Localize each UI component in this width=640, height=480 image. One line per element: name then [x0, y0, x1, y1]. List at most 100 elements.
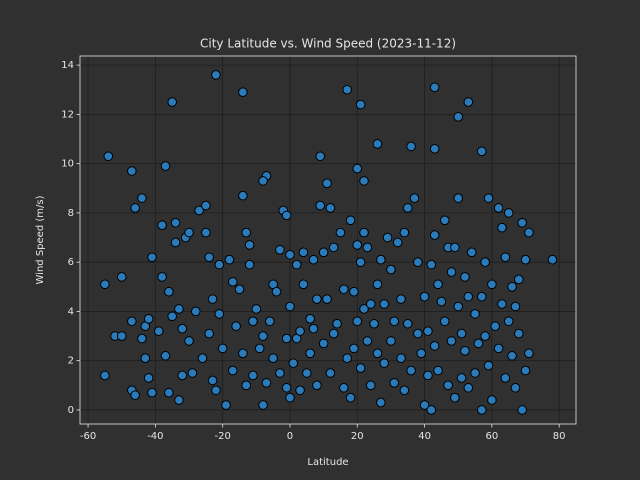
point	[116, 331, 127, 341]
y-tick-label: 2	[68, 356, 74, 367]
point	[439, 215, 450, 226]
point	[201, 227, 211, 238]
point	[409, 193, 420, 203]
point	[376, 397, 386, 408]
point	[244, 259, 255, 270]
point	[476, 405, 487, 415]
x-axis-label: Latitude	[307, 457, 348, 468]
x-tick-label: 20	[351, 431, 364, 442]
point	[453, 112, 464, 122]
point	[312, 380, 322, 391]
point	[503, 316, 514, 327]
point	[160, 350, 171, 361]
point	[547, 254, 558, 265]
point	[426, 259, 437, 270]
point	[426, 405, 437, 415]
point	[204, 252, 215, 263]
point	[453, 301, 464, 312]
point	[483, 193, 494, 203]
point	[174, 304, 184, 314]
point	[258, 331, 268, 341]
point	[402, 203, 413, 213]
point	[174, 395, 184, 405]
point	[275, 368, 285, 378]
point	[164, 286, 174, 297]
point	[446, 336, 457, 346]
point	[211, 385, 221, 396]
point	[493, 203, 504, 213]
point	[443, 380, 453, 391]
point	[406, 141, 416, 152]
point	[352, 240, 363, 250]
x-tick-label: -60	[80, 431, 96, 442]
point	[248, 370, 258, 381]
point	[298, 279, 309, 290]
point	[288, 358, 299, 368]
point	[318, 338, 329, 349]
point	[116, 272, 127, 282]
point	[285, 301, 295, 312]
y-tick-label: 14	[61, 60, 74, 71]
point	[450, 242, 460, 253]
point	[513, 328, 524, 339]
point	[365, 299, 376, 309]
point	[322, 178, 332, 189]
point	[352, 316, 363, 327]
point	[335, 227, 346, 238]
point	[332, 318, 342, 329]
point	[227, 365, 238, 376]
point	[177, 370, 188, 381]
point	[201, 200, 211, 211]
point	[238, 87, 248, 98]
point	[362, 242, 373, 253]
point	[524, 348, 534, 359]
point	[254, 343, 265, 354]
point	[429, 230, 440, 240]
point	[224, 254, 235, 265]
point	[291, 259, 302, 270]
point	[170, 237, 181, 248]
x-tick-label: -40	[147, 431, 163, 442]
point	[244, 240, 255, 250]
point	[197, 353, 208, 364]
point	[372, 348, 383, 359]
y-tick-label: 8	[68, 208, 74, 219]
point	[396, 353, 406, 364]
point	[386, 264, 396, 275]
point	[184, 227, 194, 238]
point	[389, 316, 400, 327]
point	[510, 301, 521, 312]
point	[490, 321, 501, 332]
point	[456, 328, 467, 339]
point	[497, 299, 507, 309]
y-tick-label: 12	[61, 109, 74, 120]
point	[386, 336, 396, 346]
point	[372, 139, 383, 149]
point	[517, 217, 527, 228]
point	[399, 385, 410, 396]
point	[423, 370, 433, 381]
point	[419, 291, 430, 302]
point	[217, 343, 228, 354]
point	[177, 323, 188, 334]
point	[127, 166, 137, 176]
point	[382, 232, 393, 243]
point	[520, 365, 531, 376]
point	[325, 203, 336, 213]
point	[295, 385, 305, 396]
point	[207, 294, 218, 304]
point	[396, 294, 406, 304]
point	[187, 368, 198, 378]
point	[345, 215, 356, 226]
x-tick-label: 0	[287, 431, 293, 442]
point	[328, 328, 339, 339]
point	[463, 382, 474, 393]
x-tick-label: 60	[486, 431, 499, 442]
point	[339, 382, 349, 393]
point	[285, 392, 295, 403]
point	[379, 299, 389, 309]
point	[308, 323, 319, 334]
point	[429, 82, 440, 93]
point	[513, 274, 524, 285]
